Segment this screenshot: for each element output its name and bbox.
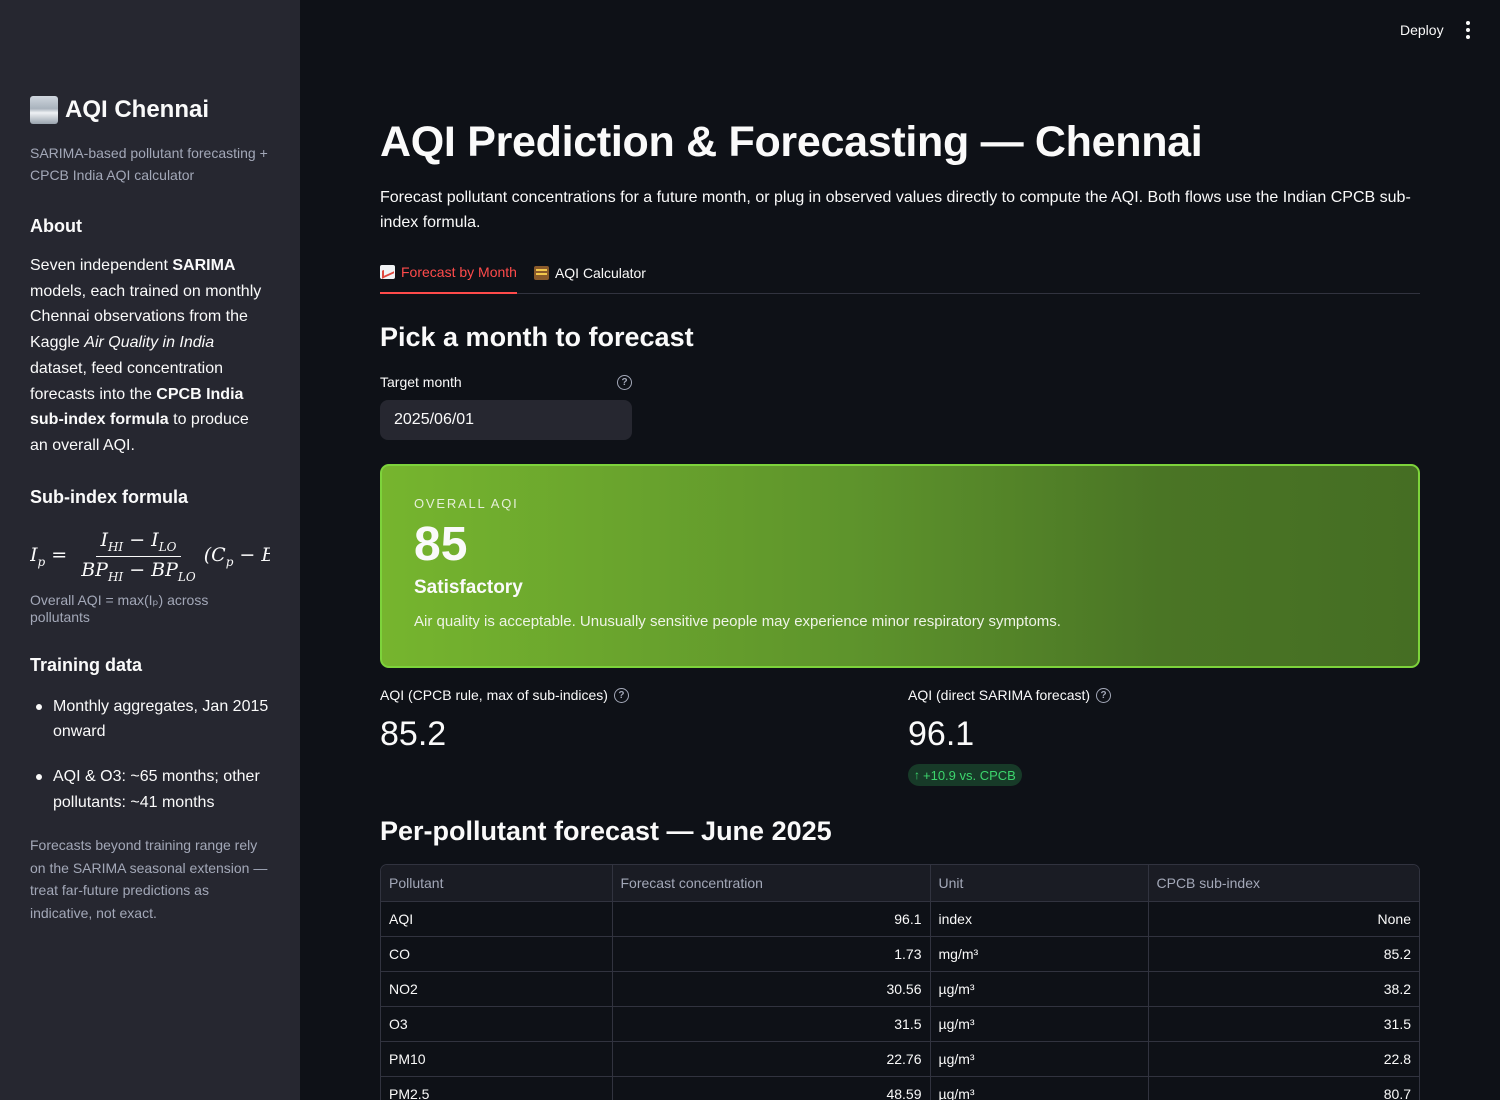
cell-concentration[interactable]: 31.5 [612, 1006, 931, 1042]
cell-sub-index[interactable]: 38.2 [1148, 971, 1419, 1007]
target-month-label: Target month [380, 374, 462, 390]
sidebar: AQI Chennai SARIMA-based pollutant forec… [0, 0, 300, 1100]
table-row[interactable]: CO 1.73 mg/m³ 85.2 [381, 936, 1419, 972]
cell-sub-index[interactable]: 85.2 [1148, 936, 1419, 972]
per-pollutant-heading: Per-pollutant forecast — June 2025 [380, 816, 832, 846]
metric-value: 96.1 [908, 715, 975, 753]
cell-pollutant[interactable]: CO [381, 936, 613, 972]
overall-aqi-card: OVERALL AQI 85 Satisfactory Air quality … [380, 464, 1420, 668]
metric-value: 85.2 [380, 715, 447, 753]
chart-increasing-icon [380, 265, 395, 279]
aqi-category: Satisfactory [414, 577, 523, 598]
formula-note: Overall AQI = max(Iₚ) across pollutants [30, 591, 209, 625]
formula-heading: Sub-index formula [30, 486, 189, 507]
about-text-part: dataset, feed concentration forecasts in… [30, 359, 224, 403]
table-row[interactable]: O3 31.5 µg/m³ 31.5 [381, 1006, 1419, 1042]
training-list: Monthly aggregates, Jan 2015 onward AQI … [30, 694, 270, 816]
training-heading: Training data [30, 654, 143, 675]
about-dataset-name: Air Quality in India [84, 334, 215, 352]
cell-sub-index[interactable]: 22.8 [1148, 1041, 1419, 1077]
cell-pollutant[interactable]: O3 [381, 1006, 613, 1042]
deploy-button[interactable]: Deploy [1400, 22, 1444, 38]
target-month-input[interactable]: 2025/06/01 [380, 400, 632, 440]
sidebar-title-text: AQI Chennai [65, 96, 210, 123]
cell-concentration[interactable]: 48.59 [612, 1076, 931, 1100]
tab-label: AQI Calculator [554, 265, 646, 281]
metric-label: AQI (CPCB rule, max of sub-indices) [380, 687, 608, 703]
cell-pollutant[interactable]: AQI [381, 901, 613, 937]
pollutant-table[interactable]: Pollutant Forecast concentration Unit CP… [380, 864, 1420, 1100]
list-item: Monthly aggregates, Jan 2015 onward [36, 694, 270, 745]
page-title: AQI Prediction & Forecasting — Chennai [380, 118, 1203, 166]
delta-badge: ↑ +10.9 vs. CPCB [908, 764, 1022, 786]
cell-pollutant[interactable]: PM10 [381, 1041, 613, 1077]
column-header-pollutant[interactable]: Pollutant [381, 865, 613, 902]
cell-pollutant[interactable]: PM2.5 [381, 1076, 613, 1100]
cell-concentration[interactable]: 22.76 [612, 1041, 931, 1077]
metric-cpcb: AQI (CPCB rule, max of sub-indices) ? 85… [380, 684, 629, 754]
cell-concentration[interactable]: 30.56 [612, 971, 931, 1007]
vertical-dots-icon[interactable] [1456, 18, 1480, 42]
sidebar-footnote: Forecasts beyond training range rely on … [30, 837, 268, 921]
column-header-unit[interactable]: Unit [930, 865, 1149, 902]
sidebar-subtitle: SARIMA-based pollutant forecasting + CPC… [30, 145, 268, 183]
tab-forecast-by-month[interactable]: Forecast by Month [380, 254, 517, 294]
abacus-icon [533, 266, 549, 280]
cell-unit[interactable]: µg/m³ [930, 971, 1149, 1007]
about-text-part: Seven independent [30, 257, 173, 274]
cell-unit[interactable]: index [930, 901, 1149, 937]
cell-unit[interactable]: µg/m³ [930, 1041, 1149, 1077]
about-heading: About [30, 216, 82, 236]
pick-month-heading: Pick a month to forecast [380, 322, 694, 352]
help-icon[interactable]: ? [617, 374, 632, 390]
help-icon[interactable]: ? [1096, 687, 1112, 703]
target-month-label-row: Target month ? [380, 374, 632, 390]
cell-sub-index[interactable]: 80.7 [1148, 1076, 1419, 1100]
list-item: AQI & O3: ~65 months; other pollutants: … [36, 764, 270, 815]
help-icon[interactable]: ? [613, 687, 629, 703]
column-header-sub-index[interactable]: CPCB sub-index [1148, 865, 1419, 902]
intro-text: Forecast pollutant concentrations for a … [380, 189, 1411, 231]
about-bold-cpcb: CPCB India sub-index formula [30, 385, 244, 429]
about-text-part: models, each trained on monthly Chennai … [30, 282, 262, 352]
column-header-concentration[interactable]: Forecast concentration [612, 865, 931, 902]
tab-label: Forecast by Month [401, 264, 517, 280]
table-row[interactable]: AQI 96.1 index None [381, 901, 1419, 937]
metric-label: AQI (direct SARIMA forecast) [908, 687, 1091, 703]
cell-unit[interactable]: µg/m³ [930, 1006, 1149, 1042]
table-row[interactable]: NO2 30.56 µg/m³ 38.2 [381, 971, 1419, 1007]
cell-sub-index[interactable]: None [1148, 901, 1419, 937]
aqi-description: Air quality is acceptable. Unusually sen… [414, 613, 1061, 630]
aqi-kicker: OVERALL AQI [414, 496, 519, 511]
cell-concentration[interactable]: 96.1 [612, 901, 931, 937]
table-row[interactable]: PM10 22.76 µg/m³ 22.8 [381, 1041, 1419, 1077]
arrow-up-icon: ↑ [914, 768, 920, 782]
cell-pollutant[interactable]: NO2 [381, 971, 613, 1007]
table-row[interactable]: PM2.5 48.59 µg/m³ 80.7 [381, 1076, 1419, 1100]
fog-icon [30, 96, 58, 124]
about-text-part: to produce an overall AQI. [30, 411, 249, 454]
tab-aqi-calculator[interactable]: AQI Calculator [533, 254, 646, 294]
metric-sarima: AQI (direct SARIMA forecast) ? 96.1 ↑ +1… [908, 684, 1112, 786]
cell-unit[interactable]: mg/m³ [930, 936, 1149, 972]
about-text: Seven independent SARIMA models, each tr… [30, 253, 270, 459]
metric-label-row: AQI (direct SARIMA forecast) ? [908, 684, 1112, 706]
delta-text: +10.9 vs. CPCB [923, 767, 1016, 783]
metric-label-row: AQI (CPCB rule, max of sub-indices) ? [380, 684, 629, 706]
sidebar-title: AQI Chennai [30, 94, 270, 126]
aqi-value: 85 [414, 518, 468, 571]
about-bold-sarima: SARIMA [172, 257, 236, 274]
cell-concentration[interactable]: 1.73 [612, 936, 931, 972]
cell-unit[interactable]: µg/m³ [930, 1076, 1149, 1100]
tab-bar: Forecast by Month AQI Calculator [380, 254, 1420, 294]
cell-sub-index[interactable]: 31.5 [1148, 1006, 1419, 1042]
